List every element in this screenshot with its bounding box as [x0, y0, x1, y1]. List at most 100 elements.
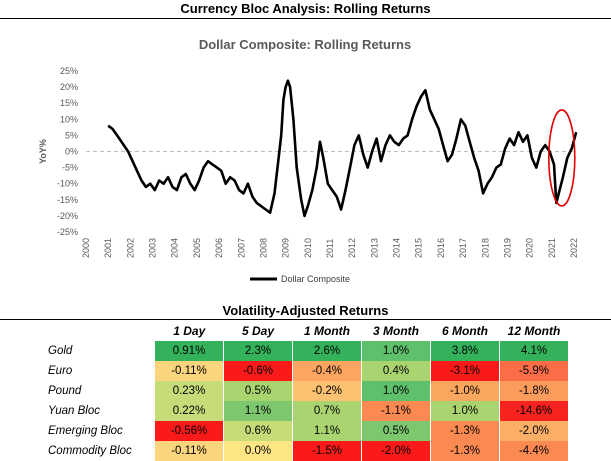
table-row: Emerging Bloc -0.56% 0.6% 1.1% 0.5% -1.3% -2.0…: [0, 421, 569, 441]
x-tick-label: 2009: [281, 238, 291, 258]
table-row: Commodity Bloc -0.11% 0.0% -1.5% -2.0% -1.3% -…: [0, 441, 569, 461]
column-header: 6 Month: [442, 324, 488, 338]
x-tick-label: 2018: [480, 238, 490, 258]
table-cell: -1.8%: [499, 381, 569, 401]
chart-svg: Dollar Composite: Rolling Returns YoY% 25%…: [38, 37, 579, 284]
table-cell: -0.56%: [155, 421, 224, 441]
y-tick-label: 0%: [65, 147, 78, 157]
y-axis-label: YoY%: [38, 139, 48, 164]
row-label: Gold: [48, 345, 73, 357]
table-cell: -0.2%: [292, 381, 362, 401]
table-cell: -0.4%: [292, 361, 362, 381]
x-tick-label: 2013: [369, 238, 379, 258]
table-cell: 2.3%: [223, 341, 293, 361]
x-tick-label: 2000: [81, 238, 91, 258]
x-tick-label: 2019: [502, 238, 512, 258]
table-cell: 4.1%: [499, 341, 569, 361]
table-cell: -1.0%: [430, 381, 500, 401]
chart-title: Dollar Composite: Rolling Returns: [199, 37, 411, 52]
row-label: Yuan Bloc: [48, 405, 100, 417]
column-header: 5 Day: [241, 324, 275, 338]
table-cell: -0.11%: [155, 441, 224, 461]
table-cell: -3.1%: [430, 361, 500, 381]
table-cell: 0.91%: [155, 341, 224, 361]
series-line: [107, 79, 578, 218]
x-tick-label: 2005: [192, 238, 202, 258]
table-cell: -1.1%: [361, 401, 431, 421]
table-cell: 0.23%: [155, 381, 224, 401]
table-row: Pound 0.23% 0.5% -0.2% 1.0% -1.0% -1.8%: [0, 381, 569, 401]
table-cell: 0.6%: [223, 421, 293, 441]
x-tick-label: 2022: [569, 238, 579, 258]
y-tick-label: -10%: [57, 179, 78, 189]
table-cell: 1.0%: [430, 401, 500, 421]
table-cell: 1.1%: [292, 421, 362, 441]
table-cell: -2.0%: [361, 441, 431, 461]
y-tick-label: -5%: [62, 163, 78, 173]
x-tick-label: 2002: [125, 238, 135, 258]
table-cell: -1.3%: [430, 441, 500, 461]
x-tick-label: 2020: [525, 238, 535, 258]
table-row: Yuan Bloc 0.22% 1.1% 0.7% -1.1% 1.0% -14.6%: [0, 401, 569, 421]
highlight-ellipse: [547, 109, 576, 207]
table-cell: 1.1%: [223, 401, 293, 421]
y-tick-label: 25%: [60, 66, 78, 76]
row-label: Euro: [48, 365, 73, 377]
y-tick-label: -15%: [57, 195, 78, 205]
x-tick-label: 2001: [103, 238, 113, 258]
x-tick-label: 2007: [236, 238, 246, 258]
column-header: 1 Month: [304, 324, 350, 338]
column-header: 3 Month: [373, 324, 419, 338]
x-tick-label: 2006: [214, 238, 224, 258]
table-cell: -1.5%: [292, 441, 362, 461]
row-label-header: [0, 321, 155, 341]
table-cell: 2.6%: [292, 341, 362, 361]
table-cell: 1.0%: [361, 381, 431, 401]
table-cell: -0.6%: [223, 361, 293, 381]
y-tick-label: 20%: [60, 82, 78, 92]
table-cell: 0.0%: [223, 441, 293, 461]
returns-table: 1 Day 5 Day 1 Month 3 Month 6 Month 12 M…: [0, 321, 569, 461]
y-tick-label: -25%: [57, 227, 78, 237]
x-tick-label: 2021: [547, 238, 557, 258]
table-cell: -2.0%: [499, 421, 569, 441]
x-tick-label: 2015: [414, 238, 424, 258]
table-cell: 0.7%: [292, 401, 362, 421]
rolling-returns-chart: Dollar Composite: Rolling Returns YoY% 25%…: [0, 19, 611, 299]
row-label: Emerging Bloc: [48, 425, 123, 437]
table-cell: 3.8%: [430, 341, 500, 361]
table-cell: -5.9%: [499, 361, 569, 381]
table-cell: -14.6%: [499, 401, 569, 421]
table-cell: -4.4%: [499, 441, 569, 461]
table-cell: 1.0%: [361, 341, 431, 361]
table-cell: 0.5%: [223, 381, 293, 401]
y-tick-label: -20%: [57, 211, 78, 221]
table-header-row: 1 Day 5 Day 1 Month 3 Month 6 Month 12 M…: [0, 321, 569, 341]
table-cell: 0.22%: [155, 401, 224, 421]
table-cell: 0.4%: [361, 361, 431, 381]
column-header: 12 Month: [507, 324, 561, 338]
y-tick-label: 5%: [65, 130, 78, 140]
y-tick-label: 10%: [60, 114, 78, 124]
x-tick-label: 2008: [258, 238, 268, 258]
table-title: Volatility-Adjusted Returns: [0, 303, 611, 320]
table-cell: -1.3%: [430, 421, 500, 441]
table-row: Gold 0.91% 2.3% 2.6% 1.0% 3.8% 4.1%: [0, 341, 569, 361]
x-tick-label: 2003: [148, 238, 158, 258]
x-tick-label: 2016: [436, 238, 446, 258]
x-tick-label: 2011: [325, 239, 335, 258]
y-tick-label: 15%: [60, 98, 78, 108]
x-tick-label: 2010: [303, 238, 313, 258]
x-tick-label: 2004: [170, 238, 180, 258]
row-label: Pound: [48, 385, 82, 397]
column-header: 1 Day: [173, 324, 206, 338]
legend-label: Dollar Composite: [281, 274, 350, 284]
main-title: Currency Bloc Analysis: Rolling Returns: [0, 0, 611, 19]
table-row: Euro -0.11% -0.6% -0.4% 0.4% -3.1% -5.9%: [0, 361, 569, 381]
table-cell: 0.5%: [361, 421, 431, 441]
x-tick-label: 2014: [392, 238, 402, 258]
x-tick-label: 2017: [458, 238, 468, 258]
table-cell: -0.11%: [155, 361, 224, 381]
row-label: Commodity Bloc: [48, 445, 132, 457]
x-tick-label: 2012: [347, 238, 357, 258]
